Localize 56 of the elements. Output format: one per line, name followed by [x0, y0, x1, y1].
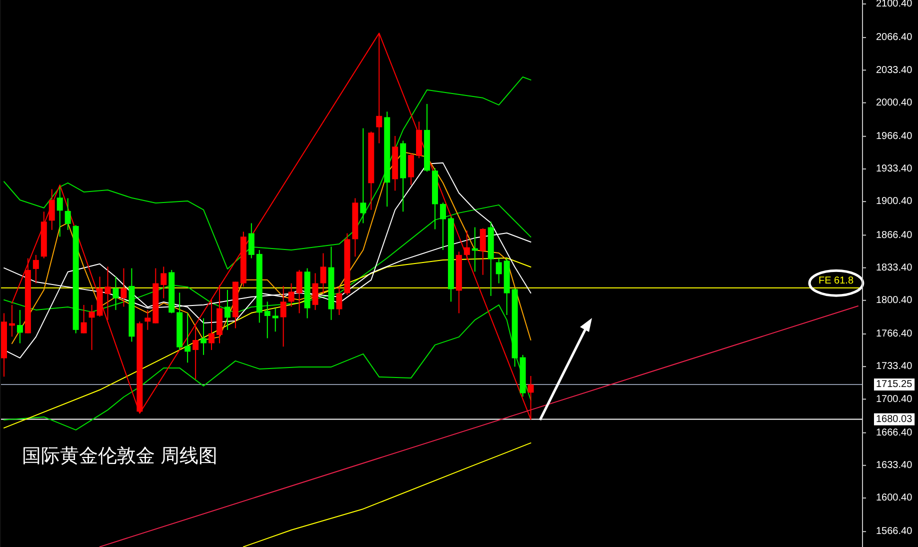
ref-line-label: 1715.25 — [876, 379, 913, 390]
candlestick — [480, 228, 486, 276]
candlestick — [160, 266, 167, 299]
candlestick — [440, 202, 446, 250]
y-tick-label: 1666.40 — [876, 427, 913, 438]
y-tick-label: 1833.40 — [876, 262, 913, 274]
ref-line-label: 1680.03 — [876, 414, 913, 425]
candlestick — [112, 276, 119, 310]
candlestick — [104, 266, 111, 320]
candlestick — [248, 222, 254, 259]
candlestick — [120, 268, 127, 308]
candlestick — [208, 299, 214, 350]
candlestick — [88, 304, 95, 350]
line-series — [242, 442, 532, 547]
candlestick — [360, 128, 366, 224]
candlestick — [64, 198, 71, 230]
candlestick — [312, 272, 318, 310]
y-tick-label: 2100.40 — [876, 0, 913, 10]
candlestick — [280, 285, 286, 348]
y-tick-label: 1933.40 — [876, 164, 913, 175]
y-tick-label: 1700.40 — [876, 394, 913, 405]
y-tick-label: 1600.40 — [876, 492, 913, 504]
y-tick-label: 1766.40 — [876, 328, 913, 340]
candlestick — [192, 324, 199, 380]
candlestick — [184, 312, 191, 364]
y-tick-label: 1733.40 — [876, 361, 913, 372]
candlestick — [80, 304, 87, 334]
line-series — [3, 304, 532, 430]
candlestick — [144, 309, 151, 330]
candlestick — [496, 258, 502, 284]
y-tick-label: 1966.40 — [876, 130, 913, 142]
y-tick-label: 1633.40 — [876, 460, 913, 472]
y-tick-label: 1866.40 — [876, 230, 913, 241]
candlestick — [408, 152, 414, 186]
candlestick — [16, 309, 23, 344]
y-tick-label: 1900.40 — [876, 196, 913, 208]
y-tick-label: 2066.40 — [876, 32, 913, 44]
y-tick-label: 1566.40 — [876, 526, 913, 538]
candlestick — [264, 301, 270, 339]
candlestick — [56, 186, 63, 238]
candlestick — [320, 252, 326, 294]
candlestick — [336, 286, 342, 316]
candlestick — [288, 282, 294, 308]
candlestick — [48, 188, 55, 230]
candlestick — [296, 269, 302, 314]
candlestick — [464, 230, 470, 260]
candlestick — [272, 308, 278, 332]
candlestick — [224, 289, 230, 330]
line-series — [3, 76, 532, 270]
candlestick — [200, 318, 207, 356]
y-tick-label: 1800.40 — [876, 295, 913, 306]
y-tick-label: 2000.40 — [876, 97, 913, 108]
candlestick — [32, 254, 39, 284]
annotation: FE 61.8 — [818, 276, 854, 287]
annotation: 国际黄金伦敦金 周线图 — [22, 446, 218, 467]
y-tick-label: 2033.40 — [876, 64, 913, 76]
